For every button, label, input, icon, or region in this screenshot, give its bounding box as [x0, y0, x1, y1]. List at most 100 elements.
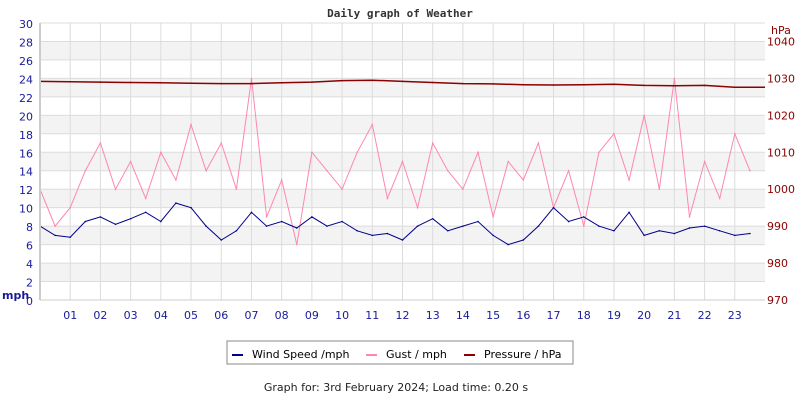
x-tick-label: 04: [154, 309, 168, 322]
y2-tick-label: 970: [767, 294, 788, 307]
data-point-wind: [492, 234, 494, 237]
data-point-wind: [175, 202, 177, 204]
data-point-gust: [129, 160, 132, 163]
data-point-press: [643, 84, 645, 87]
data-point-wind: [431, 217, 434, 220]
data-point-gust: [688, 216, 691, 218]
data-point-gust: [537, 142, 540, 144]
data-point-gust: [356, 151, 358, 154]
data-point-gust: [613, 133, 615, 135]
data-point-wind: [416, 225, 419, 227]
data-point-wind: [295, 227, 298, 229]
data-point-wind: [733, 234, 736, 237]
y2-tick-label: 990: [767, 220, 788, 233]
data-point-wind: [144, 211, 147, 214]
x-tick-label: 13: [426, 309, 440, 322]
y-tick-label: 30: [19, 18, 33, 31]
y-tick-label: 16: [19, 147, 33, 160]
data-point-gust: [703, 160, 706, 163]
series-line-gust: [39, 78, 751, 245]
x-tick-label: 19: [607, 309, 621, 322]
footer-text: Graph for: 3rd February 2024; Load time:…: [264, 381, 529, 394]
x-tick-label: 01: [63, 309, 77, 322]
y-tick-label: 28: [19, 36, 33, 49]
series-line-wind: [39, 202, 750, 246]
data-point-gust: [477, 151, 479, 154]
data-point-gust: [190, 123, 192, 126]
data-point-wind: [280, 220, 283, 223]
data-point-gust: [718, 197, 721, 200]
data-point-wind: [582, 216, 585, 218]
data-point-wind: [235, 229, 238, 232]
data-point-gust: [582, 225, 585, 227]
data-point-gust: [401, 160, 404, 163]
x-tick-label: 08: [275, 309, 289, 322]
data-point-gust: [492, 216, 494, 218]
y2-tick-label: 1020: [767, 109, 795, 122]
x-tick-label: 11: [365, 309, 379, 322]
x-tick-label: 07: [244, 309, 258, 322]
legend-gust: Gust / mph: [386, 348, 447, 361]
data-point-press: [280, 82, 283, 84]
data-point-wind: [190, 206, 192, 209]
data-point-wind: [477, 220, 479, 223]
x-tick-label: 05: [184, 309, 198, 322]
x-tick-label: 20: [637, 309, 651, 322]
data-point-gust: [341, 188, 343, 190]
data-point-wind: [598, 225, 600, 227]
data-point-press: [552, 84, 555, 86]
data-point-wind: [356, 229, 358, 232]
data-point-gust: [99, 142, 102, 144]
legend-pressure: Pressure / hPa: [484, 348, 562, 361]
x-tick-label: 10: [335, 309, 349, 322]
data-point-press: [431, 81, 434, 84]
data-point-wind: [160, 220, 162, 223]
y-axis-label: mph: [2, 289, 29, 302]
y-tick-label: 20: [19, 110, 33, 123]
y2-tick-label: 980: [767, 257, 788, 270]
y-tick-label: 12: [19, 184, 33, 197]
y-tick-label: 6: [26, 240, 33, 253]
data-point-wind: [552, 206, 555, 209]
data-point-press: [492, 83, 494, 85]
data-point-wind: [311, 216, 313, 218]
data-point-press: [250, 82, 253, 85]
y-tick-label: 14: [19, 166, 33, 179]
x-tick-label: 22: [698, 309, 712, 322]
x-tick-label: 23: [728, 309, 742, 322]
y-tick-label: 4: [26, 258, 33, 271]
data-point-wind: [54, 234, 56, 237]
x-tick-label: 15: [486, 309, 500, 322]
data-point-press: [371, 79, 374, 82]
data-point-wind: [673, 232, 676, 235]
data-point-wind: [537, 225, 540, 227]
data-point-press: [311, 81, 313, 83]
y2-tick-label: 1010: [767, 146, 795, 159]
data-point-gust: [175, 179, 177, 181]
data-point-wind: [265, 225, 268, 227]
x-tick-label: 16: [516, 309, 530, 322]
x-tick-label: 21: [667, 309, 681, 322]
data-point-wind: [69, 236, 72, 239]
data-point-wind: [643, 234, 645, 237]
data-point-gust: [280, 179, 283, 181]
data-point-wind: [205, 225, 207, 227]
data-point-press: [69, 80, 72, 83]
data-point-wind: [341, 220, 343, 223]
data-point-press: [341, 79, 343, 82]
y-tick-label: 2: [26, 277, 33, 290]
data-point-gust: [235, 188, 238, 190]
data-point-press: [703, 84, 706, 87]
data-point-press: [129, 81, 132, 84]
data-point-press: [160, 82, 162, 84]
data-point-gust: [628, 179, 630, 181]
data-point-gust: [386, 197, 389, 200]
y-tick-label: 24: [19, 73, 33, 86]
x-tick-label: 18: [577, 309, 591, 322]
x-tick-label: 02: [93, 309, 107, 322]
data-point-gust: [114, 188, 117, 190]
x-tick-label: 03: [124, 309, 138, 322]
data-point-gust: [371, 123, 374, 126]
data-point-gust: [326, 169, 328, 172]
y-tick-label: 0: [26, 295, 33, 308]
